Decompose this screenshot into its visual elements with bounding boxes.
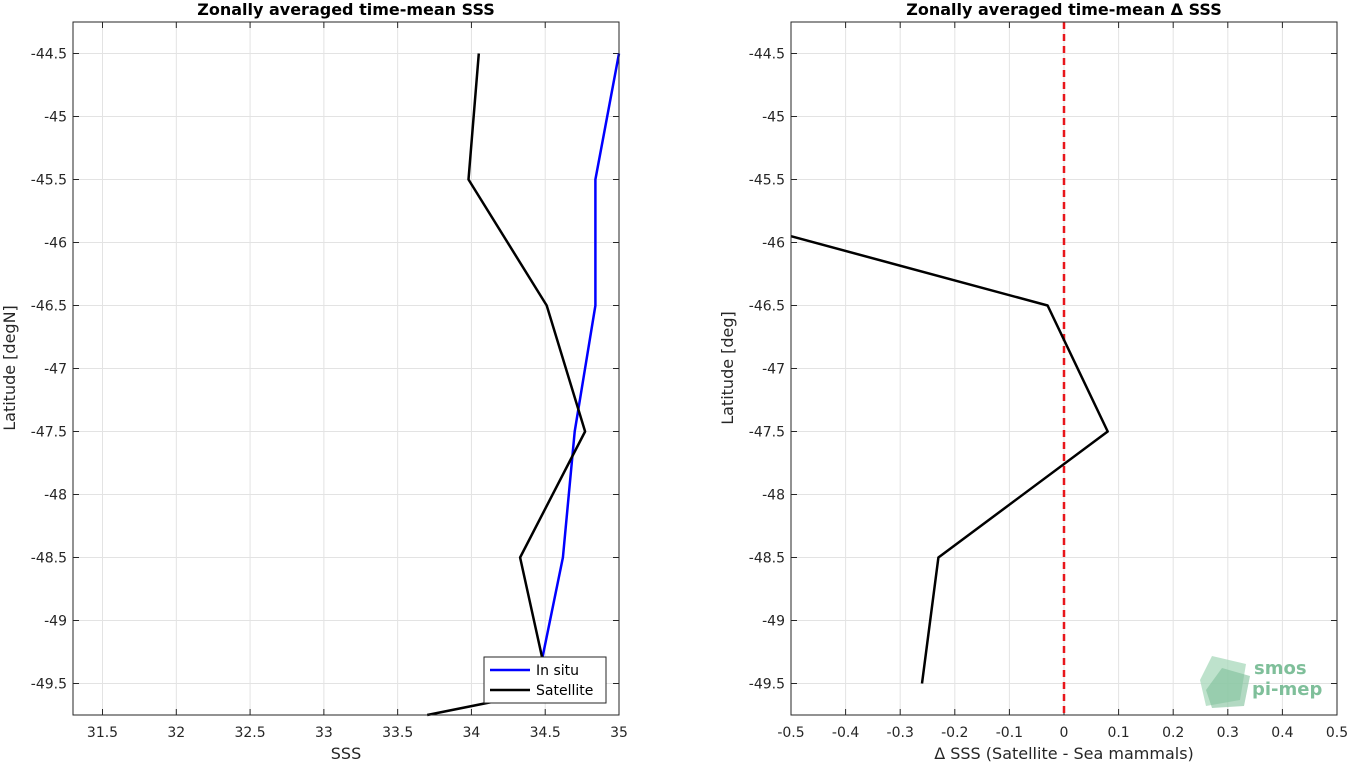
- y-tick-label: -46: [44, 236, 67, 252]
- grid: [73, 22, 620, 715]
- y-tick-label: -46: [762, 236, 785, 252]
- x-tick-label: -0.4: [832, 725, 859, 741]
- y-tick-label: -49.5: [31, 677, 67, 693]
- x-tick-label: 32: [167, 725, 185, 741]
- series-line-delta-sss: [790, 234, 1109, 684]
- y-tick-label: -49.5: [749, 677, 785, 693]
- y-tick-label: -48.5: [749, 551, 785, 567]
- plot-frame: [790, 21, 1338, 716]
- x-axis-label: Δ SSS (Satellite - Sea mammals): [934, 744, 1194, 763]
- logo-text-smos: smos: [1254, 658, 1307, 679]
- y-axis-ticks: -44.5 -45 -45.5 -46 -46.5 -47 -47.5 -48 -48.5 -49…: [31, 47, 619, 693]
- y-axis-ticks: -44.5 -45 -45.5 -46 -46.5 -47 -47.5 -48 -48.5 -49…: [749, 47, 1337, 693]
- x-tick-label: -0.1: [996, 725, 1023, 741]
- y-tick-label: -45.5: [31, 173, 67, 189]
- x-tick-label: 0.4: [1271, 725, 1293, 741]
- y-tick-label: -45: [762, 110, 785, 126]
- legend-label-satellite: Satellite: [536, 683, 593, 699]
- y-axis-label: Latitude [degN]: [0, 305, 19, 431]
- delta-sss-panel: Zonally averaged time-mean Δ SSS -0.5 -0.…: [718, 0, 1348, 763]
- series-line-in-situ: [541, 53, 621, 659]
- legend: In situ Satellite: [483, 656, 607, 704]
- x-tick-label: 33: [315, 725, 333, 741]
- x-tick-label: 0: [1060, 725, 1069, 741]
- y-tick-label: -48.5: [31, 551, 67, 567]
- x-tick-label: -0.5: [777, 725, 804, 741]
- x-tick-label: 0.1: [1107, 725, 1129, 741]
- x-tick-label: 0.3: [1217, 725, 1239, 741]
- y-tick-label: -49: [44, 614, 67, 630]
- y-axis-label: Latitude [deg]: [718, 311, 737, 425]
- series-group: [426, 53, 621, 717]
- sss-panel: Zonally averaged time-mean SSS 31.5 32 32.…: [0, 0, 628, 763]
- x-tick-label: 35: [610, 725, 628, 741]
- x-tick-label: 0.2: [1162, 725, 1184, 741]
- y-tick-label: -44.5: [749, 47, 785, 63]
- plot-frame: [72, 21, 620, 716]
- y-tick-label: -48: [762, 488, 785, 504]
- y-tick-label: -44.5: [31, 47, 67, 63]
- x-tick-label: -0.3: [887, 725, 914, 741]
- x-axis-ticks: -0.5 -0.4 -0.3 -0.2 -0.1 0 0.1 0.2 0.3 0.4 0.5: [777, 22, 1348, 741]
- y-tick-label: -47.5: [749, 425, 785, 441]
- x-tick-label: 32.5: [234, 725, 265, 741]
- series-line-satellite: [426, 53, 587, 717]
- chart-title: Zonally averaged time-mean SSS: [197, 0, 495, 19]
- chart-title: Zonally averaged time-mean Δ SSS: [906, 0, 1222, 19]
- y-tick-label: -47: [762, 362, 785, 378]
- smos-pimep-logo: smos pi-mep: [1200, 656, 1322, 708]
- y-tick-label: -46.5: [31, 299, 67, 315]
- y-tick-label: -45.5: [749, 173, 785, 189]
- y-tick-label: -47: [44, 362, 67, 378]
- x-tick-label: -0.2: [941, 725, 968, 741]
- logo-wave-icon: [1206, 668, 1250, 708]
- y-tick-label: -49: [762, 614, 785, 630]
- y-tick-label: -45: [44, 110, 67, 126]
- x-tick-label: 0.5: [1326, 725, 1348, 741]
- y-tick-label: -48: [44, 488, 67, 504]
- x-axis-ticks: 31.5 32 32.5 33 33.5 34 34.5 35: [87, 22, 628, 741]
- legend-box: [483, 656, 607, 704]
- x-tick-label: 34: [463, 725, 481, 741]
- x-tick-label: 31.5: [87, 725, 118, 741]
- y-tick-label: -46.5: [749, 299, 785, 315]
- x-tick-label: 34.5: [530, 725, 561, 741]
- x-tick-label: 33.5: [382, 725, 413, 741]
- series-group: [790, 234, 1109, 684]
- logo-text-pimep: pi-mep: [1252, 679, 1322, 700]
- x-axis-label: SSS: [331, 744, 361, 763]
- legend-label-in-situ: In situ: [536, 663, 579, 679]
- y-tick-label: -47.5: [31, 425, 67, 441]
